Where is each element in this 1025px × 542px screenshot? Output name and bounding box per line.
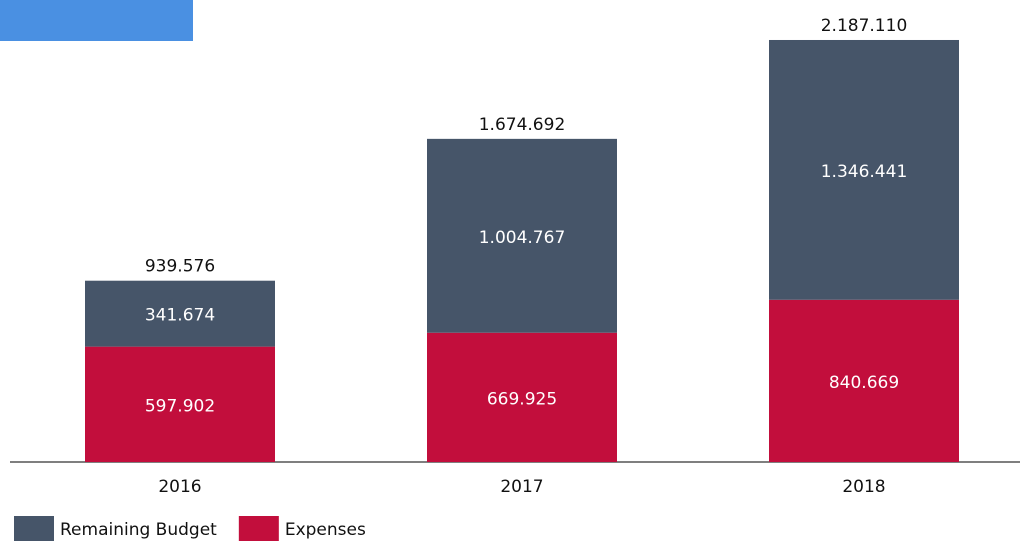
value-label: 597.902	[145, 396, 215, 416]
x-tick-label: 2016	[158, 477, 201, 497]
legend-swatch	[238, 516, 279, 541]
bar-segment	[85, 280, 275, 347]
value-label: 1.346.441	[821, 162, 908, 182]
x-tick-label: 2017	[500, 477, 543, 497]
value-label: 341.674	[145, 306, 215, 326]
total-label: 939.576	[145, 257, 215, 277]
legend-label: Expenses	[285, 520, 366, 540]
bar-segment	[85, 346, 275, 462]
total-label: 1.674.692	[479, 115, 566, 135]
total-label: 2.187.110	[821, 16, 908, 36]
x-tick-label: 2018	[842, 477, 885, 497]
legend-label: Remaining Budget	[60, 520, 217, 540]
value-label: 1.004.767	[479, 228, 566, 248]
legend-swatch	[14, 516, 54, 541]
bar-segment	[769, 39, 959, 300]
bar-segment	[769, 299, 959, 462]
value-label: 840.669	[829, 373, 899, 393]
bar-segment	[427, 138, 617, 333]
value-label: 669.925	[487, 389, 557, 409]
bar-segment	[427, 332, 617, 462]
header-tab	[0, 0, 193, 41]
